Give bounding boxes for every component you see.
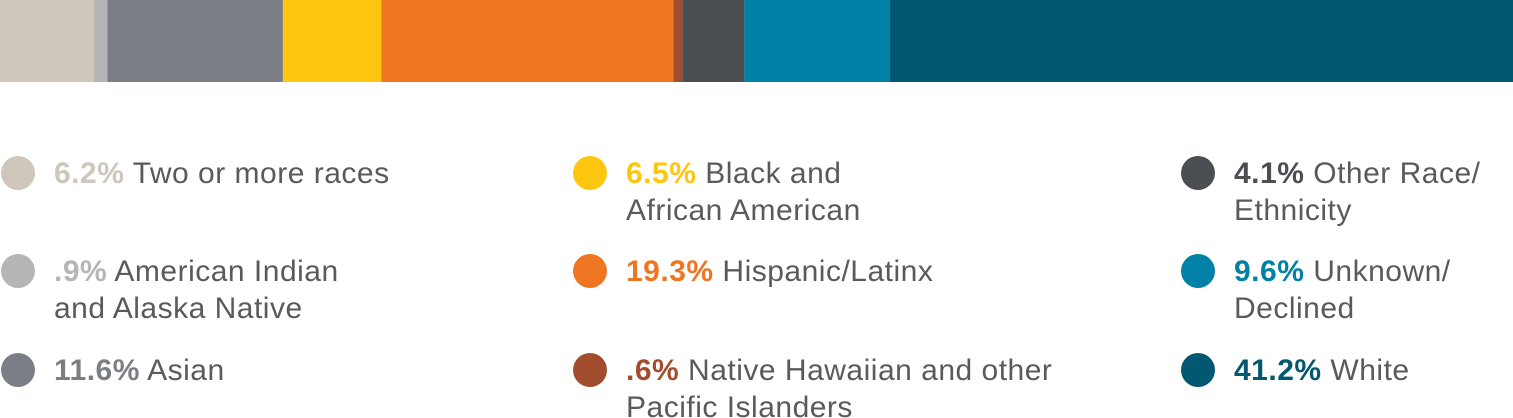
- legend-swatch: [1181, 353, 1215, 387]
- legend-name: Unknown/ Declined: [1234, 255, 1451, 325]
- legend-label: 6.5% Black and African American: [626, 155, 936, 229]
- bar-segment: [107, 0, 283, 82]
- bar-segment: [673, 0, 683, 82]
- bar-segment: [381, 0, 674, 82]
- stacked-bar: [0, 0, 1513, 82]
- legend-label: 9.6% Unknown/ Declined: [1234, 253, 1513, 327]
- legend-swatch: [1, 156, 35, 190]
- value-label: .6%: [626, 354, 680, 387]
- legend-name: Native Hawaiian and other Pacific Island…: [626, 354, 1053, 418]
- value-label: 19.3%: [626, 255, 714, 288]
- legend-label: 41.2% White: [1234, 352, 1513, 389]
- legend-name: Asian: [147, 354, 225, 387]
- legend-name: American Indian and Alaska Native: [54, 255, 339, 325]
- bar-segment: [282, 0, 382, 82]
- bar-segment: [889, 0, 1513, 82]
- value-label: 41.2%: [1234, 354, 1322, 387]
- legend-label: 6.2% Two or more races: [54, 155, 484, 192]
- legend-label: 4.1% Other Race/ Ethnicity: [1234, 155, 1513, 229]
- legend-name: Black and African American: [626, 157, 861, 227]
- legend-swatch: [1181, 254, 1215, 288]
- legend-swatch: [573, 254, 607, 288]
- legend-swatch: [573, 156, 607, 190]
- bar-segment: [93, 0, 108, 82]
- legend-swatch: [1, 254, 35, 288]
- value-label: 9.6%: [1234, 255, 1305, 288]
- bar-segment: [744, 0, 890, 82]
- legend-name: White: [1330, 354, 1410, 387]
- legend-label: .6% Native Hawaiian and other Pacific Is…: [626, 352, 1056, 418]
- value-label: .9%: [54, 255, 108, 288]
- legend-swatch: [1, 353, 35, 387]
- legend-swatch: [1181, 156, 1215, 190]
- legend-label: 11.6% Asian: [54, 352, 484, 389]
- legend-name: Two or more races: [132, 157, 390, 190]
- value-label: 11.6%: [54, 354, 140, 387]
- bar-segment: [0, 0, 94, 82]
- value-label: 6.5%: [626, 157, 697, 190]
- value-label: 4.1%: [1234, 157, 1305, 190]
- legend-name: Hispanic/Latinx: [722, 255, 934, 288]
- value-label: 6.2%: [54, 157, 125, 190]
- legend-name: Other Race/ Ethnicity: [1234, 157, 1481, 227]
- bar-segment: [682, 0, 745, 82]
- legend-label: .9% American Indian and Alaska Native: [54, 253, 384, 327]
- legend-swatch: [573, 353, 607, 387]
- legend-label: 19.3% Hispanic/Latinx: [626, 253, 1066, 290]
